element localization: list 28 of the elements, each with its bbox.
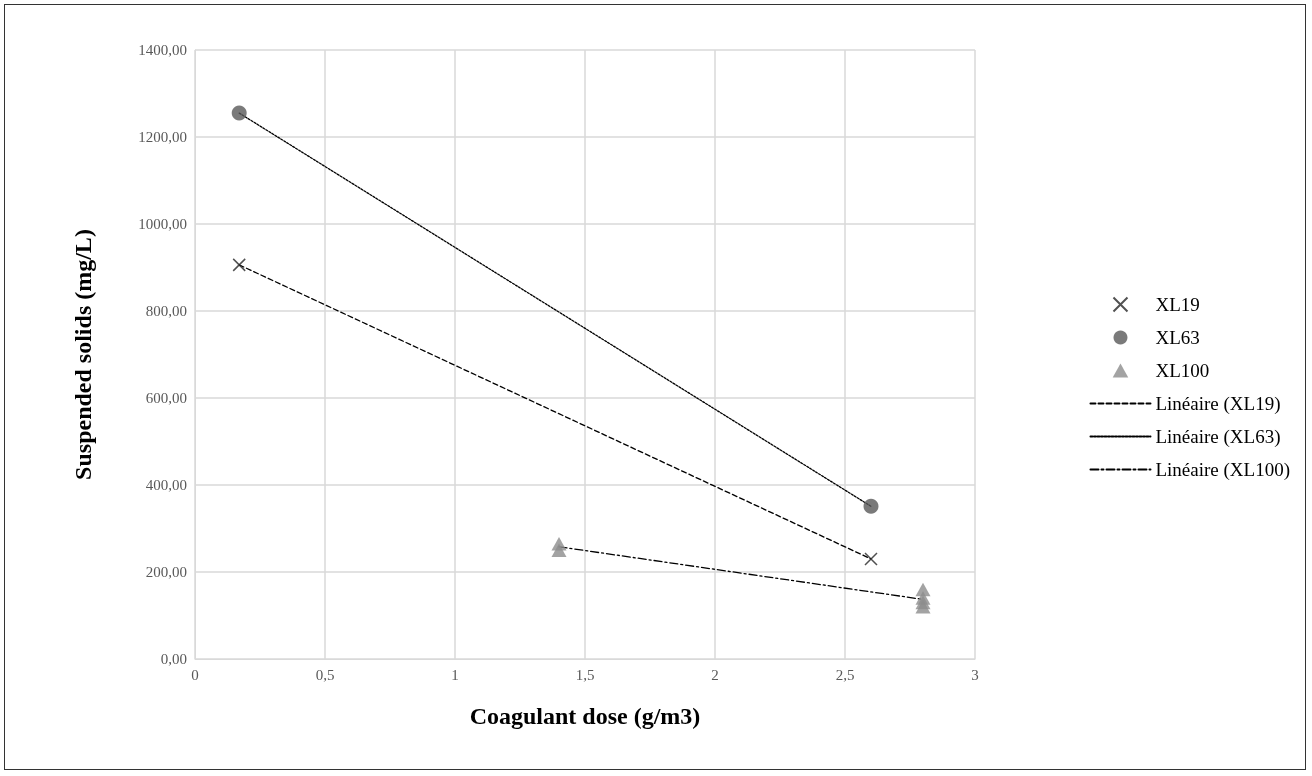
legend-label: Linéaire (XL100) [1155,459,1291,481]
y-axis-title: Suspended solids (mg/L) [70,229,96,480]
legend-label: XL100 [1155,360,1210,381]
x-tick-label: 1,5 [575,666,595,683]
y-tick-label: 600,00 [145,390,187,406]
x-tick-label: 2 [711,666,719,683]
legend-label: Linéaire (XL63) [1155,426,1281,448]
legend-label: XL63 [1155,327,1200,348]
y-tick-label: 1200,00 [138,129,187,145]
point [231,105,247,121]
x-tick-label: 3 [971,666,979,683]
point [232,258,246,272]
y-tick-label: 1400,00 [138,42,187,58]
x-tick-label: 1 [451,666,459,683]
y-tick-label: 1000,00 [138,216,187,232]
x-axis-title: Coagulant dose (g/m3) [469,703,701,729]
y-tick-label: 800,00 [145,303,187,319]
legend-label: Linéaire (XL19) [1155,393,1281,415]
legend-label: XL19 [1155,294,1200,315]
y-tick-label: 400,00 [145,477,187,493]
x-tick-label: 0,5 [315,666,335,683]
y-tick-label: 0,00 [160,651,187,667]
x-tick-label: 0 [191,666,199,683]
point [863,498,879,514]
point [551,543,567,557]
x-tick-label: 2,5 [835,666,855,683]
y-tick-label: 200,00 [145,564,187,580]
point [864,552,878,566]
